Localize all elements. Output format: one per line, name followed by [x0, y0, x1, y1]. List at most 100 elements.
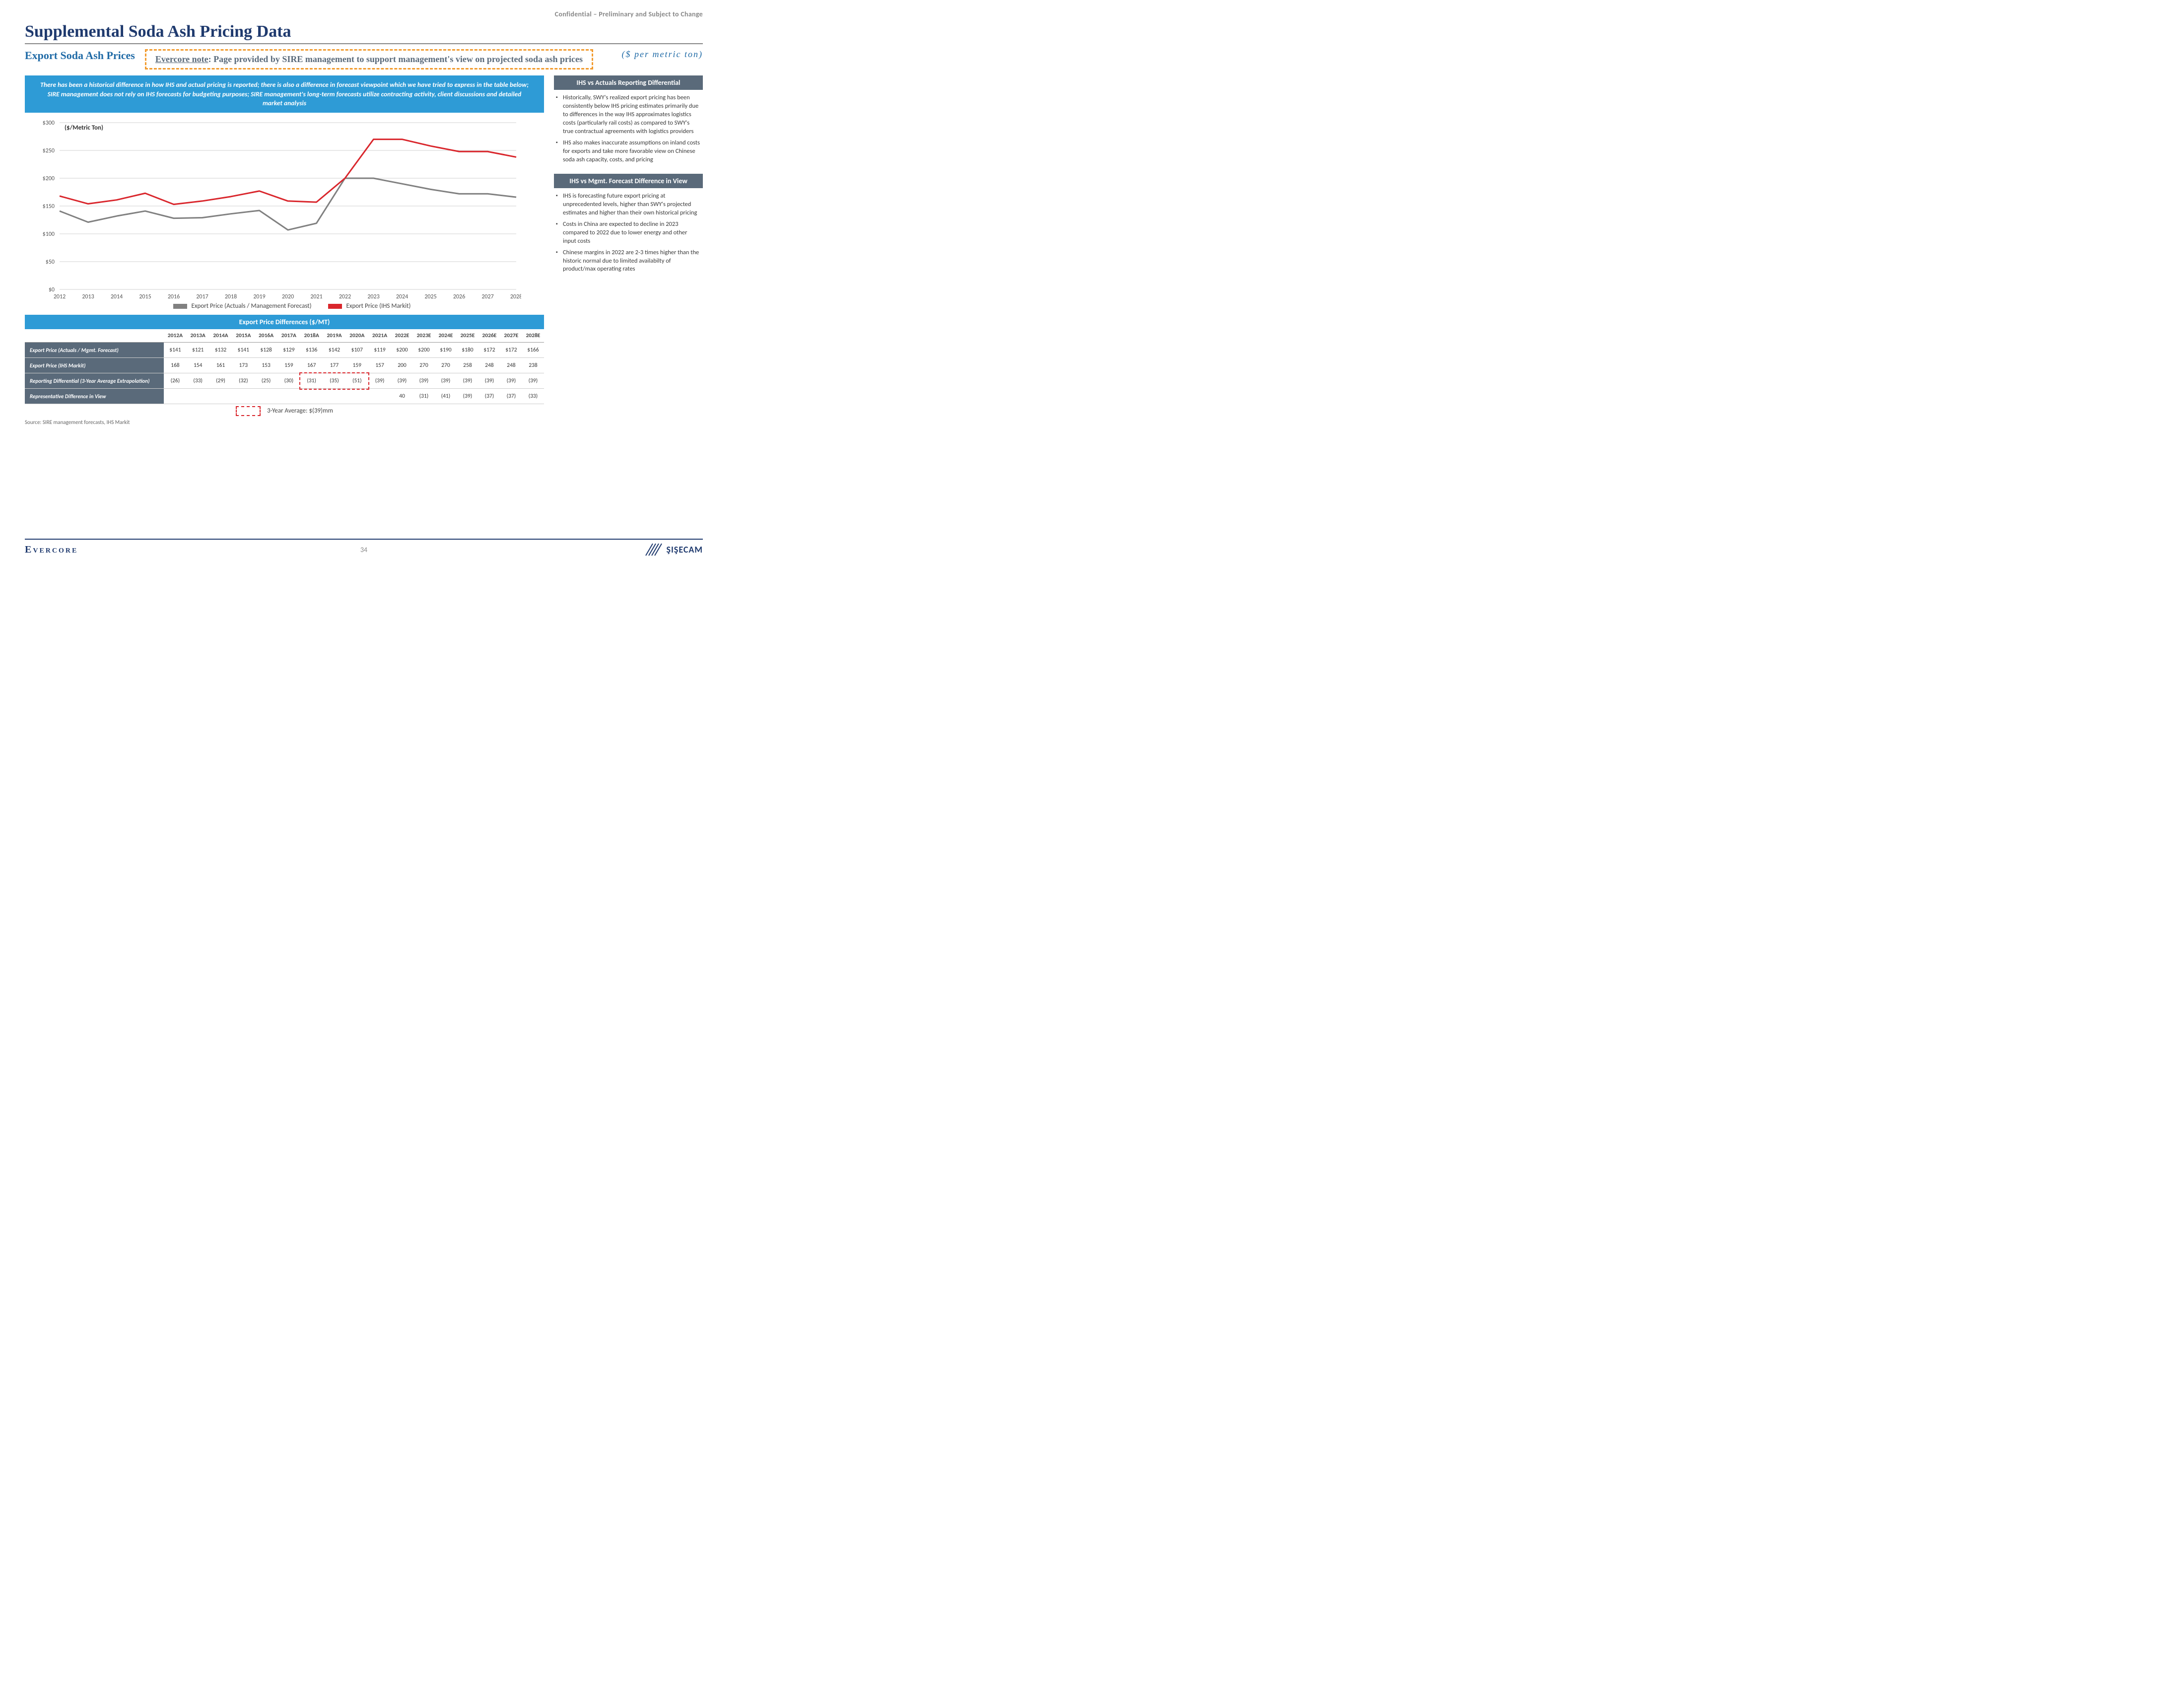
table-cell — [209, 389, 232, 404]
evercore-note-box: Evercore note: Page provided by SIRE man… — [145, 49, 593, 70]
table-cell: 177 — [323, 358, 346, 373]
table-cell: 238 — [522, 358, 544, 373]
table-cell: 270 — [435, 358, 457, 373]
note-body: : Page provided by SIRE management to su… — [208, 54, 583, 64]
right-section-list: Historically, SWY's realized export pric… — [554, 90, 703, 174]
table-cell — [300, 389, 323, 404]
table-row: Export Price (IHS Markit)168154161173153… — [25, 358, 544, 373]
table-cell — [277, 389, 300, 404]
table-cell — [232, 389, 255, 404]
left-column: There has been a historical difference i… — [25, 75, 544, 425]
table-cell: $119 — [368, 343, 391, 358]
table-cell: $172 — [478, 343, 500, 358]
table-cell: $128 — [255, 343, 277, 358]
table-cell: $141 — [164, 343, 187, 358]
diff-table: 2012A2013A2014A2015A2016A2017A2018A2019A… — [25, 329, 544, 404]
table-cell: (39) — [478, 373, 500, 389]
confidential-label: Confidential – Preliminary and Subject t… — [25, 10, 703, 18]
svg-text:$200: $200 — [43, 175, 55, 182]
legend-swatch-ihs — [328, 304, 342, 309]
table-cell: 159 — [277, 358, 300, 373]
note-lead: Evercore note — [155, 54, 208, 64]
table-cell — [164, 389, 187, 404]
table-cell: 248 — [478, 358, 500, 373]
bullet-item: Historically, SWY's realized export pric… — [556, 94, 701, 136]
sisecam-mark-icon — [645, 543, 663, 557]
svg-text:2018: 2018 — [225, 293, 237, 300]
svg-text:2024: 2024 — [396, 293, 408, 300]
diff-table-wrap: 2012A2013A2014A2015A2016A2017A2018A2019A… — [25, 329, 544, 404]
table-cell: 167 — [300, 358, 323, 373]
sisecam-logo: ŞIŞECAM — [645, 543, 703, 557]
svg-text:2025: 2025 — [424, 293, 436, 300]
svg-text:($/Metric Ton): ($/Metric Ton) — [65, 124, 103, 132]
table-cell: 168 — [164, 358, 187, 373]
table-cell: 159 — [345, 358, 368, 373]
table-cell: 173 — [232, 358, 255, 373]
legend-swatch-mgmt — [173, 304, 187, 309]
table-cell: $107 — [345, 343, 368, 358]
table-cell: $180 — [457, 343, 478, 358]
svg-text:$150: $150 — [43, 203, 55, 210]
page-title: Supplemental Soda Ash Pricing Data — [25, 22, 703, 41]
title-rule — [25, 43, 703, 44]
svg-text:$0: $0 — [49, 286, 55, 293]
table-cell: (39) — [457, 389, 478, 404]
table-cell: (39) — [413, 373, 435, 389]
table-cell: 258 — [457, 358, 478, 373]
table-cell: (39) — [391, 373, 413, 389]
table-title-bar: Export Price Differences ($/MT) — [25, 315, 544, 329]
price-chart: $0$50$100$150$200$250$300201220132014201… — [25, 116, 544, 304]
table-cell — [187, 389, 209, 404]
svg-text:2015: 2015 — [139, 293, 151, 300]
table-cell: (26) — [164, 373, 187, 389]
table-cell: (32) — [232, 373, 255, 389]
table-cell: $190 — [435, 343, 457, 358]
avg-note-text: 3-Year Average: $(39)mm — [267, 407, 333, 415]
svg-text:2012: 2012 — [54, 293, 66, 300]
table-cell: (51) — [345, 373, 368, 389]
subtitle-row: Export Soda Ash Prices Evercore note: Pa… — [25, 49, 703, 70]
table-cell: (39) — [435, 373, 457, 389]
table-cell: (25) — [255, 373, 277, 389]
table-cell: (33) — [522, 389, 544, 404]
table-cell: $136 — [300, 343, 323, 358]
table-cell: (37) — [500, 389, 522, 404]
svg-text:2017: 2017 — [196, 293, 208, 300]
table-cell: (39) — [500, 373, 522, 389]
section-subtitle: Export Soda Ash Prices — [25, 49, 135, 62]
svg-text:$250: $250 — [43, 147, 55, 154]
table-cell: 157 — [368, 358, 391, 373]
svg-text:2028: 2028 — [510, 293, 521, 300]
svg-text:2020: 2020 — [282, 293, 294, 300]
table-row: Reporting Differential (3-Year Average E… — [25, 373, 544, 389]
svg-text:2027: 2027 — [481, 293, 493, 300]
table-cell: $172 — [500, 343, 522, 358]
right-section-title: IHS vs Mgmt. Forecast Difference in View — [554, 174, 703, 188]
table-cell: (35) — [323, 373, 346, 389]
table-cell: $200 — [391, 343, 413, 358]
table-cell — [368, 389, 391, 404]
table-cell — [345, 389, 368, 404]
sisecam-text: ŞIŞECAM — [667, 544, 703, 555]
table-cell: 154 — [187, 358, 209, 373]
table-row: Representative Difference in View40(31)(… — [25, 389, 544, 404]
table-cell: 40 — [391, 389, 413, 404]
right-section-title: IHS vs Actuals Reporting Differential — [554, 75, 703, 90]
table-cell: 153 — [255, 358, 277, 373]
table-cell: 270 — [413, 358, 435, 373]
table-cell: (39) — [368, 373, 391, 389]
context-banner: There has been a historical difference i… — [25, 75, 544, 113]
bullet-item: Costs in China are expected to decline i… — [556, 220, 701, 246]
table-cell: 248 — [500, 358, 522, 373]
avg-note-icon — [236, 406, 261, 416]
unit-label: ($ per metric ton) — [622, 49, 703, 60]
table-cell: (37) — [478, 389, 500, 404]
svg-text:$300: $300 — [43, 120, 55, 127]
table-cell: (31) — [413, 389, 435, 404]
bullet-item: IHS is forecasting future export pricing… — [556, 192, 701, 217]
table-cell: (39) — [522, 373, 544, 389]
right-column: IHS vs Actuals Reporting Differential His… — [554, 75, 703, 425]
table-cell: $166 — [522, 343, 544, 358]
svg-text:$100: $100 — [43, 231, 55, 238]
